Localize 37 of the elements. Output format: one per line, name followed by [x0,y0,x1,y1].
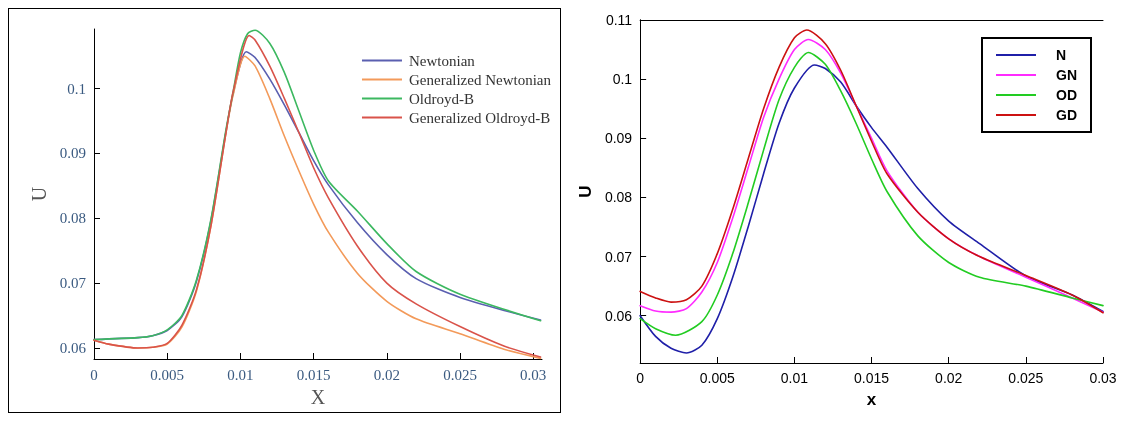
legend-label: N [1056,47,1067,63]
x-tick-label: 0.015 [854,370,890,386]
y-tick-label: 0.08 [59,210,86,227]
x-tick-label: 0.025 [443,366,477,383]
legend-label: Oldroyd-B [408,90,474,107]
y-axis-title: U [576,185,595,198]
legend-label: OD [1056,87,1077,103]
x-tick-label: 0.005 [150,366,185,383]
legend-label: GD [1056,107,1077,123]
x-tick-label: 0 [90,366,98,383]
legend-label: Newtonian [408,52,476,69]
x-axis-title: x [866,390,877,409]
y-tick-label: 0.09 [604,130,633,147]
y-tick-label: 0.09 [59,145,86,162]
legend-label: Generalized Newtonian [408,71,552,88]
x-tick-label: 0 [636,370,645,386]
y-tick-label: 0.11 [605,12,633,28]
x-axis-title: X [310,386,326,408]
y-tick-label: 0.07 [59,275,87,292]
y-tick-label: 0.08 [604,189,633,206]
x-tick-label: 0.015 [296,366,331,383]
x-tick-label: 0.025 [1008,370,1044,386]
x-tick-label: 0.03 [1089,370,1117,386]
legend-label: Generalized Oldroyd-B [408,109,551,126]
x-tick-label: 0.02 [373,366,400,383]
y-tick-label: 0.1 [612,71,633,88]
y-tick-label: 0.07 [604,248,633,265]
y-tick-label: 0.06 [604,307,633,324]
y-axis-title: U [27,186,50,202]
y-tick-label: 0.06 [59,339,87,356]
x-tick-label: 0.01 [227,366,254,383]
x-tick-label: 0.005 [699,370,736,386]
y-tick-label: 0.1 [67,80,86,97]
legend-label: GN [1056,67,1077,83]
x-tick-label: 0.03 [520,366,547,383]
x-tick-label: 0.02 [935,370,963,386]
x-tick-label: 0.01 [780,370,809,386]
